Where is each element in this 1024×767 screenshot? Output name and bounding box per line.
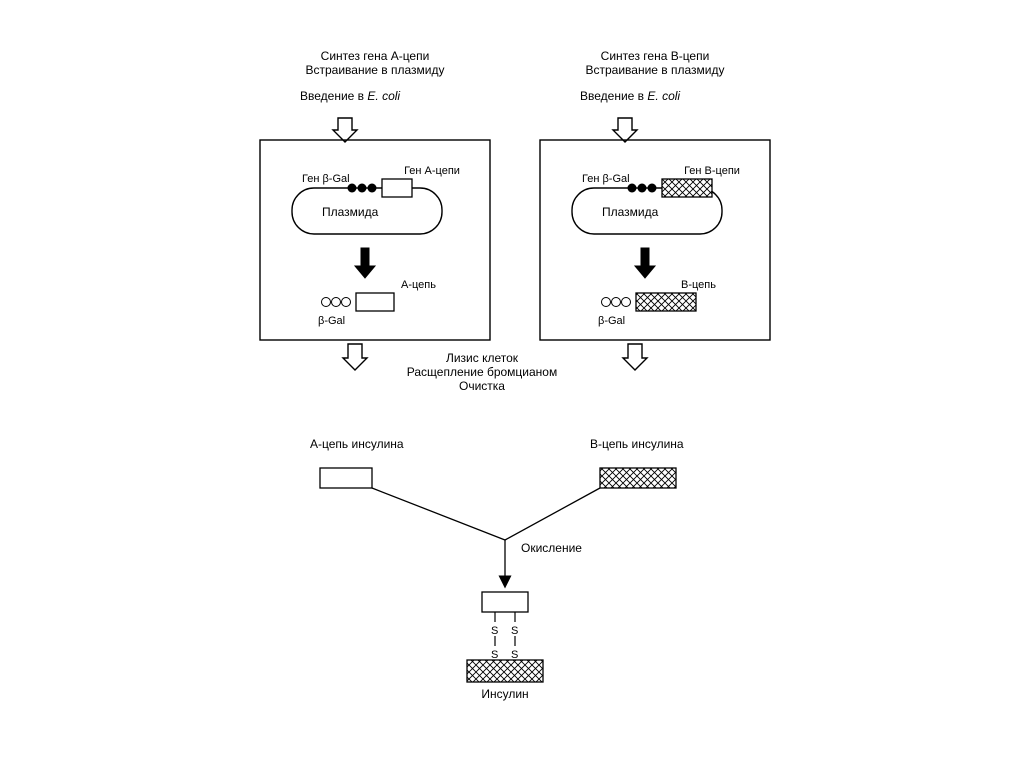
lysis-3: Очистка: [459, 379, 505, 393]
bead-open-icon: [322, 298, 331, 307]
hollow-arrow-down: [333, 118, 357, 142]
ins-chain-box: [320, 468, 372, 488]
title-1: Синтез гена A-цепи: [321, 49, 430, 63]
svg-text:S: S: [491, 625, 498, 637]
bead-icon: [368, 184, 377, 193]
chain-box: [356, 293, 394, 311]
bead-open-icon: [612, 298, 621, 307]
gene-chain-label: Ген A-цепи: [404, 165, 460, 177]
solid-arrow-down: [355, 248, 375, 278]
intro: Введение в E. coli: [580, 89, 680, 103]
chain-label: B-цепь: [681, 279, 716, 291]
gene-gal-label: Ген β-Gal: [302, 173, 350, 185]
bead-icon: [358, 184, 367, 193]
insulin-b-box: [467, 660, 543, 682]
svg-text:S: S: [511, 625, 518, 637]
converge-line-right: [505, 488, 600, 540]
svg-text:S: S: [511, 649, 518, 661]
diagram: Синтез гена A-цепиВстраивание в плазмиду…: [0, 0, 1024, 767]
intro: Введение в E. coli: [300, 89, 400, 103]
plasmid-label: Плазмида: [322, 205, 379, 219]
title-2: Встраивание в плазмиду: [305, 63, 444, 77]
insulin-a-box: [482, 592, 528, 612]
bead-icon: [648, 184, 657, 193]
ins-chain-box: [600, 468, 676, 488]
gene-gal-label: Ген β-Gal: [582, 173, 630, 185]
bead-icon: [628, 184, 637, 193]
bead-open-icon: [602, 298, 611, 307]
bead-open-icon: [342, 298, 351, 307]
solid-arrow-down: [635, 248, 655, 278]
oxidation-label: Окисление: [521, 541, 582, 555]
title-1: Синтез гена B-цепи: [601, 49, 710, 63]
gene-box: [662, 179, 712, 197]
chain-box: [636, 293, 696, 311]
bead-icon: [638, 184, 647, 193]
ins-chain-label: A-цепь инсулина: [310, 437, 404, 451]
hollow-arrow-down: [343, 344, 367, 370]
bead-icon: [348, 184, 357, 193]
lysis-1: Лизис клеток: [446, 351, 519, 365]
gene-chain-label: Ген B-цепи: [684, 165, 740, 177]
title-2: Встраивание в плазмиду: [585, 63, 724, 77]
gal-label: β-Gal: [318, 315, 345, 327]
hollow-arrow-down: [613, 118, 637, 142]
bead-open-icon: [622, 298, 631, 307]
gal-label: β-Gal: [598, 315, 625, 327]
svg-text:S: S: [491, 649, 498, 661]
converge-line-left: [372, 488, 505, 540]
lysis-2: Расщепление бромцианом: [407, 365, 557, 379]
chain-label: A-цепь: [401, 279, 436, 291]
hollow-arrow-down: [623, 344, 647, 370]
plasmid-label: Плазмида: [602, 205, 659, 219]
gene-box: [382, 179, 412, 197]
bead-open-icon: [332, 298, 341, 307]
insulin-label: Инсулин: [481, 687, 528, 701]
ins-chain-label: B-цепь инсулина: [590, 437, 684, 451]
